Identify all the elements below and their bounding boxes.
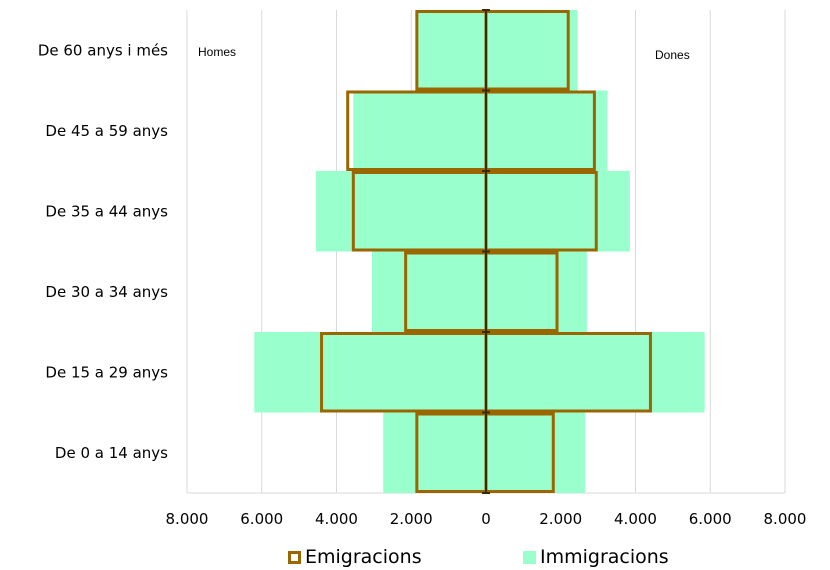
- x-tick-label: 2.000: [539, 510, 582, 528]
- immigracions-series: [254, 10, 705, 493]
- legend-item-emigracions: Emigracions: [288, 546, 422, 568]
- immigracions-bar-dones: [486, 171, 630, 252]
- category-labels: De 0 a 14 anys De 15 a 29 anys De 30 a 34 …: [38, 41, 168, 462]
- x-tick-label: 8.000: [764, 510, 807, 528]
- x-tick-labels: 8.000 6.000 4.000 2.000 0 2.000 4.000 6.000 8.00…: [166, 510, 807, 528]
- immigracions-bar-dones: [486, 251, 587, 332]
- side-label-dones: Dones: [655, 48, 690, 62]
- immigracions-bar-dones: [486, 90, 608, 171]
- legend-label-emigracions: Emigracions: [305, 546, 422, 568]
- filled-swatch-icon: [523, 550, 536, 564]
- category-label: De 15 a 29 anys: [45, 363, 168, 381]
- immigracions-bar-homes: [416, 10, 486, 91]
- x-tick-label: 4.000: [614, 510, 657, 528]
- immigracions-bar-homes: [353, 90, 486, 171]
- immigracions-bar-dones: [486, 332, 705, 413]
- x-tick-label: 4.000: [315, 510, 358, 528]
- population-pyramid-chart: De 0 a 14 anys De 15 a 29 anys De 30 a 34 …: [38, 9, 807, 528]
- legend-item-immigracions: Immigracions: [523, 546, 669, 568]
- immigracions-bar-homes: [383, 412, 486, 493]
- immigracions-bar-homes: [372, 251, 486, 332]
- x-tick-label: 6.000: [240, 510, 283, 528]
- x-tick-label: 6.000: [689, 510, 732, 528]
- category-label: De 0 a 14 anys: [55, 444, 168, 462]
- legend: Emigracions Immigracions: [0, 544, 830, 570]
- outline-swatch-icon: [288, 550, 301, 564]
- x-tick-label: 0: [481, 510, 491, 528]
- immigracions-bar-homes: [315, 171, 486, 252]
- side-label-homes: Homes: [198, 45, 236, 59]
- legend-label-immigracions: Immigracions: [540, 546, 669, 568]
- center-axis: [482, 9, 490, 494]
- category-label: De 45 a 59 anys: [45, 122, 168, 140]
- x-tick-label: 2.000: [390, 510, 433, 528]
- category-label: De 30 a 34 anys: [45, 283, 168, 301]
- immigracions-bar-dones: [486, 10, 578, 91]
- category-label: De 60 anys i més: [38, 41, 168, 59]
- immigracions-bar-dones: [486, 412, 586, 493]
- immigracions-bar-homes: [254, 332, 486, 413]
- category-label: De 35 a 44 anys: [45, 202, 168, 220]
- x-tick-label: 8.000: [166, 510, 209, 528]
